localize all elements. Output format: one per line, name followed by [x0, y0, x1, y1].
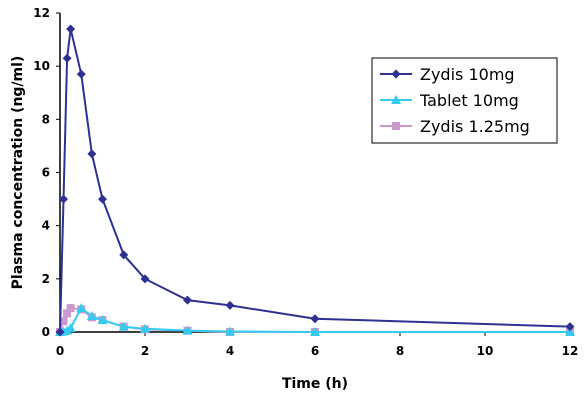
- legend-item: Tablet 10mg: [380, 91, 519, 110]
- series-zydis-10mg: [55, 24, 575, 337]
- legend: Zydis 10mg Tablet 10mg Zydis 1.25mg: [371, 57, 558, 144]
- data-point: [59, 317, 68, 326]
- data-point: [565, 322, 575, 332]
- y-tick-label: 2: [42, 272, 50, 286]
- x-tick-label: 12: [562, 344, 579, 358]
- legend-swatch-marker: [391, 69, 401, 79]
- x-axis-label: Time (h): [282, 376, 348, 392]
- data-point: [76, 303, 87, 313]
- legend-item: Zydis 10mg: [380, 65, 515, 84]
- legend-label: Zydis 10mg: [420, 65, 515, 84]
- data-point: [76, 69, 86, 79]
- y-axis-label: Plasma concentration (ng/ml): [10, 56, 26, 290]
- x-tick-label: 10: [477, 344, 494, 358]
- data-point: [310, 314, 320, 324]
- data-point: [140, 274, 150, 284]
- data-point: [55, 327, 65, 337]
- y-tick-label: 8: [42, 112, 50, 126]
- x-tick-label: 2: [141, 344, 149, 358]
- ticks: 0 2 4 6 8 10 12 0 2 4 6 8 10 12: [33, 6, 578, 358]
- data-point: [140, 323, 150, 333]
- data-point: [66, 304, 75, 313]
- y-tick-label: 6: [42, 166, 50, 180]
- x-tick-label: 4: [226, 344, 234, 358]
- series-layer: [55, 24, 575, 337]
- x-tick-label: 0: [56, 344, 64, 358]
- x-tick-label: 6: [311, 344, 319, 358]
- data-point: [565, 327, 575, 336]
- data-point: [65, 323, 76, 333]
- legend-swatch-marker: [391, 95, 401, 104]
- data-point: [63, 309, 72, 318]
- data-point: [225, 326, 235, 336]
- legend-label: Tablet 10mg: [419, 91, 519, 110]
- legend-swatch-marker: [392, 122, 400, 130]
- data-point: [182, 325, 193, 335]
- legend-label: Zydis 1.25mg: [420, 117, 530, 136]
- data-point: [86, 311, 97, 321]
- data-point: [87, 149, 97, 159]
- data-point: [62, 53, 72, 63]
- y-tick-label: 12: [33, 6, 50, 20]
- data-point: [183, 295, 192, 305]
- series-tablet-10mg: [55, 303, 575, 336]
- data-point: [97, 315, 108, 325]
- data-point: [66, 24, 76, 34]
- data-point: [225, 300, 235, 310]
- y-tick-label: 10: [33, 59, 50, 73]
- data-point: [119, 250, 129, 260]
- y-tick-label: 4: [42, 219, 50, 233]
- x-tick-label: 8: [396, 344, 404, 358]
- data-point: [59, 194, 69, 204]
- data-point: [118, 321, 129, 331]
- legend-item: Zydis 1.25mg: [380, 117, 530, 136]
- data-point: [98, 194, 107, 204]
- y-tick-label: 0: [42, 325, 50, 339]
- data-point: [310, 327, 320, 336]
